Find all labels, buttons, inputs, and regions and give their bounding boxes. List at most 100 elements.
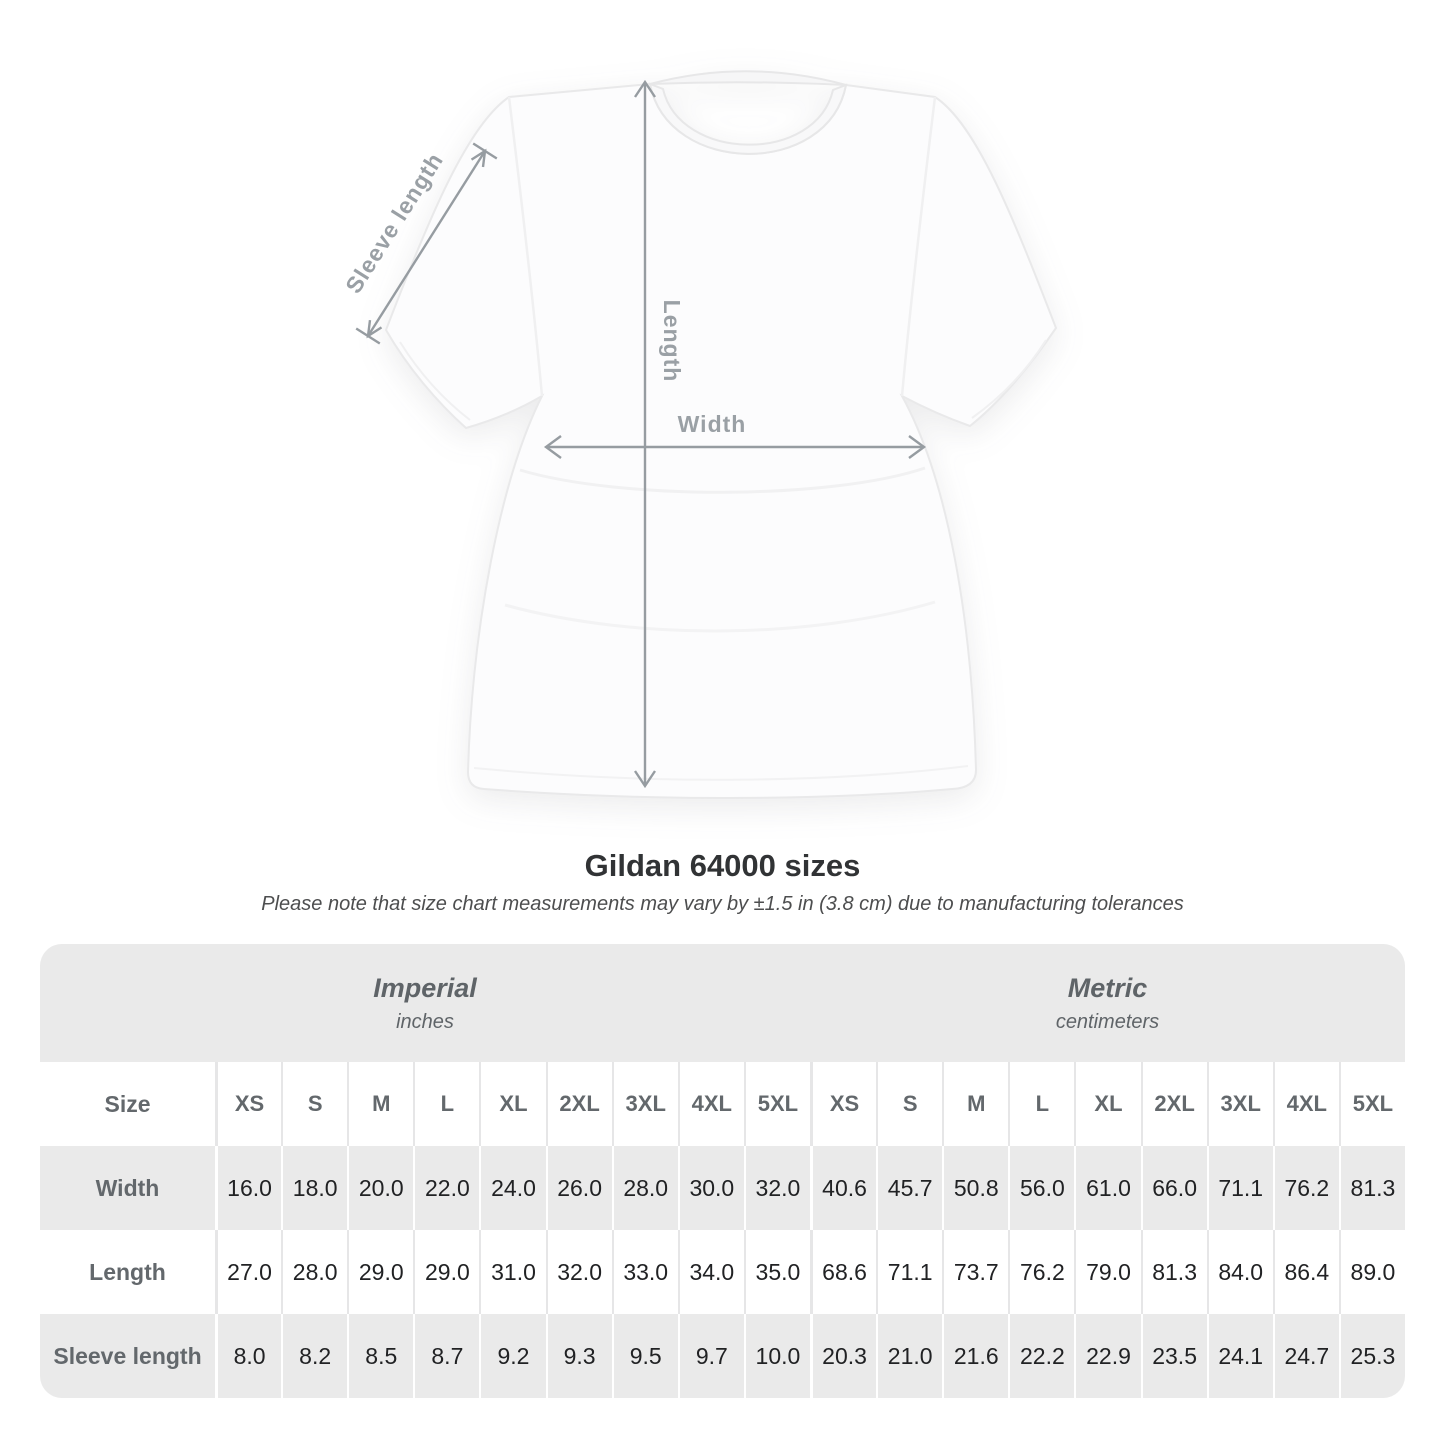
metric-group-header: Metric centimeters xyxy=(810,944,1405,1062)
wrinkle-line xyxy=(519,466,926,494)
tshirt-graphic: Sleeve length Length Width xyxy=(340,70,1058,799)
table-cell: 76.2 xyxy=(1008,1230,1074,1314)
table-cell: 9.7 xyxy=(677,1314,744,1398)
table-cell: 16.0 xyxy=(215,1146,281,1230)
right-cuff-seam xyxy=(971,339,1047,419)
imperial-unit-label: inches xyxy=(396,1010,454,1033)
table-row-sleeve-length: Sleeve length 8.0 8.2 8.5 8.7 9.2 9.3 9.… xyxy=(40,1314,1405,1398)
table-cell: 81.3 xyxy=(1338,1146,1405,1230)
hem-seam xyxy=(473,765,969,781)
imperial-label: Imperial xyxy=(373,972,477,1003)
size-col-header: XL xyxy=(479,1062,545,1146)
table-cell: 24.1 xyxy=(1206,1314,1273,1398)
row-label: Width xyxy=(95,1174,160,1201)
left-cuff-seam xyxy=(399,341,471,421)
table-cell: 25.3 xyxy=(1338,1314,1405,1398)
size-col-header: M xyxy=(347,1062,413,1146)
table-cell: 8.5 xyxy=(347,1314,413,1398)
table-cell: 84.0 xyxy=(1206,1230,1273,1314)
metric-label: Metric xyxy=(1067,972,1148,1003)
size-col-header: XS xyxy=(810,1062,876,1146)
size-col-header: XL xyxy=(1074,1062,1140,1146)
table-cell: 32.0 xyxy=(545,1230,612,1314)
size-header-label: Size xyxy=(104,1090,151,1117)
table-cell: 28.0 xyxy=(611,1146,678,1230)
size-col-header: L xyxy=(413,1062,479,1146)
size-col-header: S xyxy=(281,1062,347,1146)
table-cell: 29.0 xyxy=(347,1230,413,1314)
table-cell: 8.7 xyxy=(413,1314,479,1398)
table-cell: 21.6 xyxy=(942,1314,1008,1398)
tshirt-body xyxy=(384,82,1058,799)
table-cell: 22.0 xyxy=(413,1146,479,1230)
tshirt-measurement-diagram: Sleeve length Length Width xyxy=(340,70,1058,799)
table-cell: 89.0 xyxy=(1338,1230,1405,1314)
left-armhole-seam xyxy=(507,96,544,397)
size-col-header: 2XL xyxy=(545,1062,612,1146)
table-row-length: Length 27.0 28.0 29.0 29.0 31.0 32.0 33.… xyxy=(40,1230,1405,1314)
table-cell: 21.0 xyxy=(876,1314,942,1398)
size-col-header: 3XL xyxy=(611,1062,678,1146)
tshirt-collar xyxy=(648,82,848,155)
unit-group-header-row: Imperial inches Metric centimeters xyxy=(40,944,1405,1062)
table-cell: 22.2 xyxy=(1008,1314,1074,1398)
table-cell: 45.7 xyxy=(876,1146,942,1230)
table-cell: 8.0 xyxy=(215,1314,281,1398)
table-cell: 73.7 xyxy=(942,1230,1008,1314)
table-cell: 34.0 xyxy=(677,1230,744,1314)
metric-unit-label: centimeters xyxy=(1055,1010,1160,1033)
table-cell: 31.0 xyxy=(479,1230,545,1314)
table-cell: 76.2 xyxy=(1272,1146,1339,1230)
width-label: Width xyxy=(678,411,747,437)
table-cell: 50.8 xyxy=(942,1146,1008,1230)
size-header-row: Size XS S M L XL 2XL 3XL 4XL 5XL XS S M … xyxy=(40,1062,1405,1146)
table-cell: 23.5 xyxy=(1140,1314,1207,1398)
table-cell: 79.0 xyxy=(1074,1230,1140,1314)
imperial-group-header: Imperial inches xyxy=(40,944,810,1062)
size-col-header: 4XL xyxy=(1272,1062,1339,1146)
table-cell: 22.9 xyxy=(1074,1314,1140,1398)
size-col-header: 5XL xyxy=(743,1062,810,1146)
table-cell: 20.0 xyxy=(347,1146,413,1230)
length-arrow xyxy=(634,79,656,789)
table-cell: 40.6 xyxy=(810,1146,876,1230)
table-cell: 81.3 xyxy=(1140,1230,1207,1314)
table-cell: 26.0 xyxy=(545,1146,612,1230)
table-cell: 27.0 xyxy=(215,1230,281,1314)
table-cell: 9.3 xyxy=(545,1314,612,1398)
table-cell: 24.0 xyxy=(479,1146,545,1230)
right-armhole-seam xyxy=(900,96,937,397)
size-chart-table: Imperial inches Metric centimeters Size … xyxy=(40,944,1405,1398)
page-title: Gildan 64000 sizes xyxy=(584,848,861,883)
table-cell: 20.3 xyxy=(810,1314,876,1398)
table-cell: 61.0 xyxy=(1074,1146,1140,1230)
tshirt-back-collar xyxy=(649,70,847,86)
sleeve-length-arrow xyxy=(355,142,498,345)
size-col-header: 4XL xyxy=(677,1062,744,1146)
size-col-header: 2XL xyxy=(1140,1062,1207,1146)
length-label: Length xyxy=(659,300,685,383)
table-cell: 29.0 xyxy=(413,1230,479,1314)
tshirt-illustration xyxy=(384,70,1058,799)
size-col-header: L xyxy=(1008,1062,1074,1146)
table-cell: 56.0 xyxy=(1008,1146,1074,1230)
size-col-header: 5XL xyxy=(1338,1062,1405,1146)
table-cell: 9.2 xyxy=(479,1314,545,1398)
table-cell: 35.0 xyxy=(743,1230,810,1314)
size-col-header: 3XL xyxy=(1206,1062,1273,1146)
size-col-header: M xyxy=(942,1062,1008,1146)
width-arrow xyxy=(543,435,927,459)
table-cell: 66.0 xyxy=(1140,1146,1207,1230)
row-label: Length xyxy=(89,1258,166,1285)
table-cell: 10.0 xyxy=(743,1314,810,1398)
table-cell: 86.4 xyxy=(1272,1230,1339,1314)
table-cell: 33.0 xyxy=(611,1230,678,1314)
table-cell: 32.0 xyxy=(743,1146,810,1230)
table-cell: 71.1 xyxy=(876,1230,942,1314)
table-cell: 8.2 xyxy=(281,1314,347,1398)
table-cell: 30.0 xyxy=(677,1146,744,1230)
table-cell: 71.1 xyxy=(1206,1146,1273,1230)
row-label: Sleeve length xyxy=(53,1342,202,1369)
wrinkle-line xyxy=(504,600,936,633)
table-cell: 68.6 xyxy=(810,1230,876,1314)
